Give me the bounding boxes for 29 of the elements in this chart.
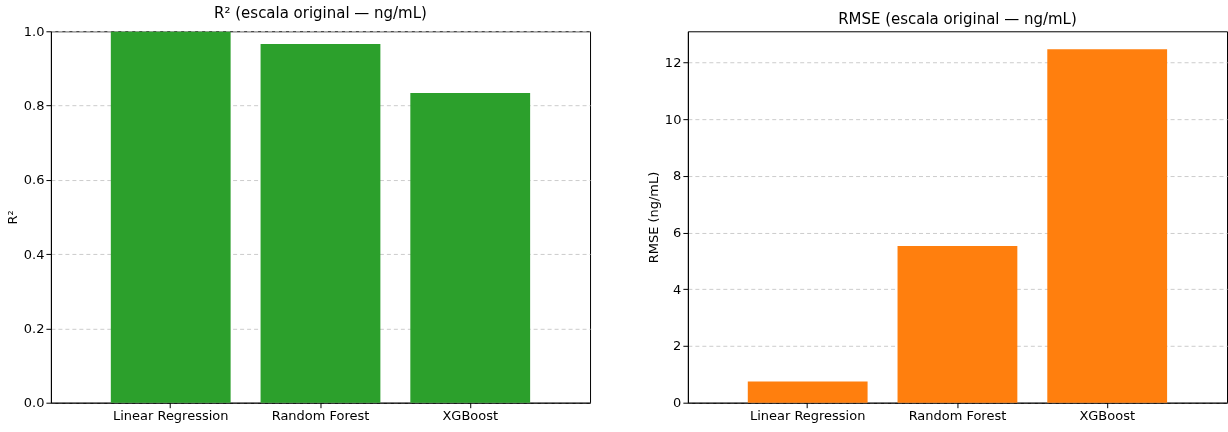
x-tick-label: Linear Regression bbox=[113, 408, 229, 424]
bar bbox=[897, 245, 1018, 403]
y-tick-label: 0.8 bbox=[23, 98, 45, 114]
chart-title: RMSE (escala original — ng/mL) bbox=[838, 10, 1077, 29]
y-axis-title: RMSE (ng/mL) bbox=[645, 171, 661, 264]
y-tick-label: 2 bbox=[673, 338, 682, 354]
bar bbox=[110, 31, 231, 403]
bar bbox=[410, 92, 531, 403]
y-tick-label: 12 bbox=[664, 54, 682, 70]
y-tick-label: 0.2 bbox=[23, 320, 45, 336]
y-tick-label: 0.0 bbox=[23, 395, 45, 411]
y-tick-label: 0.6 bbox=[23, 172, 45, 188]
x-tick-label: XGBoost bbox=[1079, 408, 1135, 424]
x-tick-label: Random Forest bbox=[908, 408, 1007, 424]
bar bbox=[747, 381, 868, 403]
bar bbox=[1047, 49, 1168, 403]
bar bbox=[260, 43, 381, 403]
y-tick-label: 4 bbox=[673, 281, 682, 297]
y-tick-label: 10 bbox=[664, 111, 682, 127]
y-tick-label: 0.4 bbox=[23, 246, 45, 262]
y-tick-label: 6 bbox=[673, 225, 682, 241]
y-tick-label: 0 bbox=[673, 395, 682, 411]
x-tick-label: XGBoost bbox=[442, 408, 499, 424]
x-tick-label: Linear Regression bbox=[750, 408, 866, 424]
chart-title: R² (escala original — ng/mL) bbox=[214, 4, 427, 23]
x-tick-label: Random Forest bbox=[271, 408, 370, 424]
y-tick-label: 8 bbox=[673, 168, 682, 184]
y-axis-title: R² bbox=[4, 210, 20, 225]
y-tick-label: 1.0 bbox=[23, 23, 45, 39]
